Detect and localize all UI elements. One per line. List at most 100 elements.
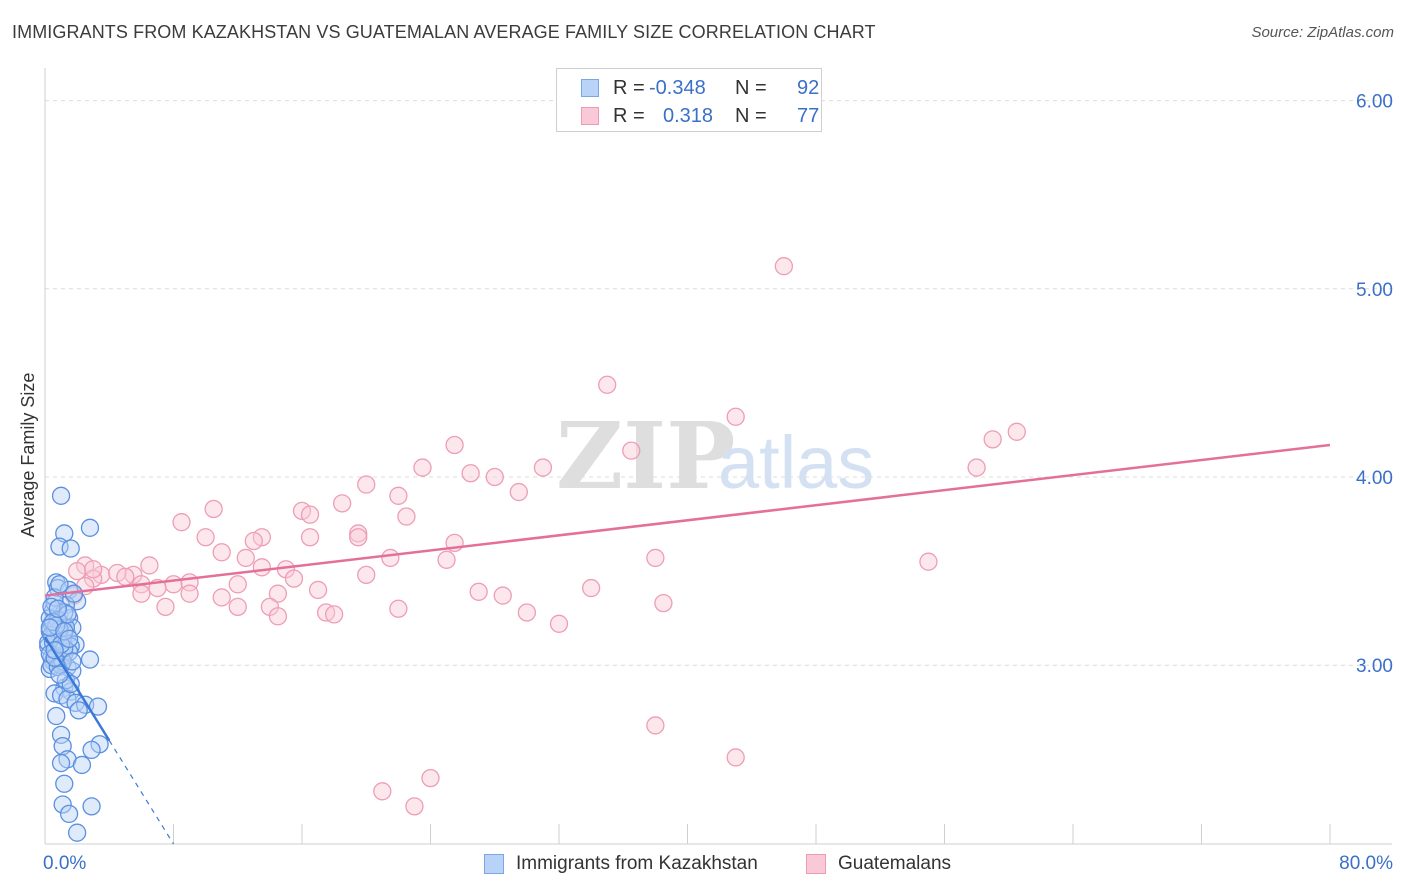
kazakhstan-point [80, 650, 100, 669]
guatemalans-point [654, 593, 673, 613]
guatemalans-point [549, 614, 569, 633]
kazakhstan-point [59, 804, 79, 824]
y-axis-label: Average Family Size [18, 373, 38, 538]
kazakhstan-point [80, 518, 100, 537]
guatemalans-point [517, 603, 537, 622]
y-tick-label: 3.00 [1356, 656, 1393, 677]
guatemalans-point [726, 407, 745, 426]
guatemalans-point [228, 575, 247, 594]
legend-n-value: 77 [797, 105, 820, 127]
kazakhstan-point [82, 740, 101, 760]
guatemalans-point [493, 586, 512, 605]
guatemalans-point [164, 575, 183, 594]
guatemalans-point [461, 464, 480, 483]
guatemalans-point [967, 458, 986, 477]
guatemalans-point [405, 797, 424, 816]
watermark-zip: ZIP [556, 402, 735, 510]
gridlines [45, 100, 1392, 666]
kazakhstan-point [55, 774, 74, 793]
guatemalans-point [598, 375, 617, 394]
guatemalans-point [268, 607, 288, 626]
guatemalans-point [67, 561, 87, 581]
guatemalans-point [333, 494, 352, 513]
guatemalans-point [212, 588, 231, 607]
kazakhstan-point [59, 629, 79, 649]
kazakhstan-trend-extension [108, 740, 175, 845]
guatemalans-point [116, 567, 135, 586]
legend-swatch-pink [581, 107, 599, 125]
watermark: ZIP atlas [556, 402, 874, 510]
guatemalans-point [244, 531, 263, 551]
bottom-legend-label: Guatemalans [838, 853, 952, 874]
guatemalans-point [373, 782, 392, 801]
kazakhstan-point [69, 701, 88, 720]
guatemalans-point [212, 543, 231, 562]
guatemalans-point [324, 605, 344, 624]
y-tick-label: 4.00 [1356, 468, 1393, 489]
kazakhstan-point [67, 823, 87, 842]
kazakhstan-points [39, 486, 109, 842]
guatemalans-point [156, 597, 175, 617]
guatemalans-point [84, 560, 103, 579]
kazakhstan-point [47, 706, 66, 726]
legend-r-label: R = [613, 105, 645, 127]
guatemalans-point [1007, 422, 1026, 441]
guatemalans-point [533, 458, 553, 477]
guatemalans-point [357, 475, 376, 494]
kazakhstan-point [51, 753, 71, 773]
kazakhstan-trend-line [43, 636, 111, 742]
kazakhstan-point [51, 486, 71, 505]
tick-labels: 3.00 4.00 5.00 6.00 0.0% 80.0% [43, 92, 1393, 874]
guatemalans-point [180, 584, 199, 603]
guatemalans-points [64, 257, 1026, 816]
kazakhstan-point [48, 599, 67, 618]
guatemalans-point [485, 467, 504, 487]
legend-r-value: -0.348 [649, 77, 706, 99]
guatemalans-point [646, 716, 665, 735]
guatemalans-point [437, 550, 456, 569]
kazakhstan-point [53, 795, 72, 814]
y-tick-label: 5.00 [1356, 280, 1393, 301]
guatemalans-point [919, 552, 938, 571]
guatemalans-point [357, 565, 376, 585]
guatemalans-point [228, 597, 247, 617]
guatemalans-point [397, 507, 416, 526]
guatemalans-point [413, 458, 432, 477]
legend-r-value: 0.318 [663, 105, 714, 127]
guatemalans-point [349, 528, 368, 547]
kazakhstan-point [51, 725, 71, 744]
legend-swatch-blue [581, 79, 599, 97]
guatemalans-point [389, 599, 408, 618]
kazakhstan-point [72, 755, 92, 775]
legend-n-label: N = [735, 105, 767, 127]
guatemalans-point [983, 430, 1002, 449]
x-tick-label-min: 0.0% [43, 853, 86, 874]
legend-r-label: R = [613, 77, 645, 99]
guatemalans-point [469, 582, 488, 601]
guatemalans-point [389, 486, 408, 505]
source-label: Source: ZipAtlas.com [1251, 24, 1394, 41]
bottom-legend-swatch-pink [806, 854, 826, 874]
guatemalans-point [381, 548, 400, 568]
x-tick-label-max: 80.0% [1339, 853, 1393, 874]
kazakhstan-point [50, 537, 69, 556]
chart-title: IMMIGRANTS FROM KAZAKHSTAN VS GUATEMALAN… [12, 22, 876, 42]
guatemalans-point [300, 528, 320, 547]
correlation-legend: R = -0.348 N = 92 R = 0.318 N = 77 [556, 68, 822, 132]
guatemalans-point [140, 556, 159, 575]
bottom-legend-label: Immigrants from Kazakhstan [516, 853, 758, 874]
y-tick-label: 6.00 [1356, 92, 1393, 113]
kazakhstan-point [50, 575, 69, 594]
kazakhstan-point [82, 797, 101, 816]
watermark-atlas: atlas [718, 421, 874, 504]
guatemalans-point [308, 580, 328, 600]
guatemalans-point [300, 505, 320, 524]
guatemalans-point [509, 482, 528, 502]
guatemalans-point [726, 748, 745, 767]
guatemalans-point [622, 441, 641, 460]
guatemalans-point [236, 548, 255, 568]
guatemalans-trend-line [44, 443, 1331, 597]
guatemalans-point [196, 528, 215, 547]
guatemalans-point [581, 578, 601, 598]
